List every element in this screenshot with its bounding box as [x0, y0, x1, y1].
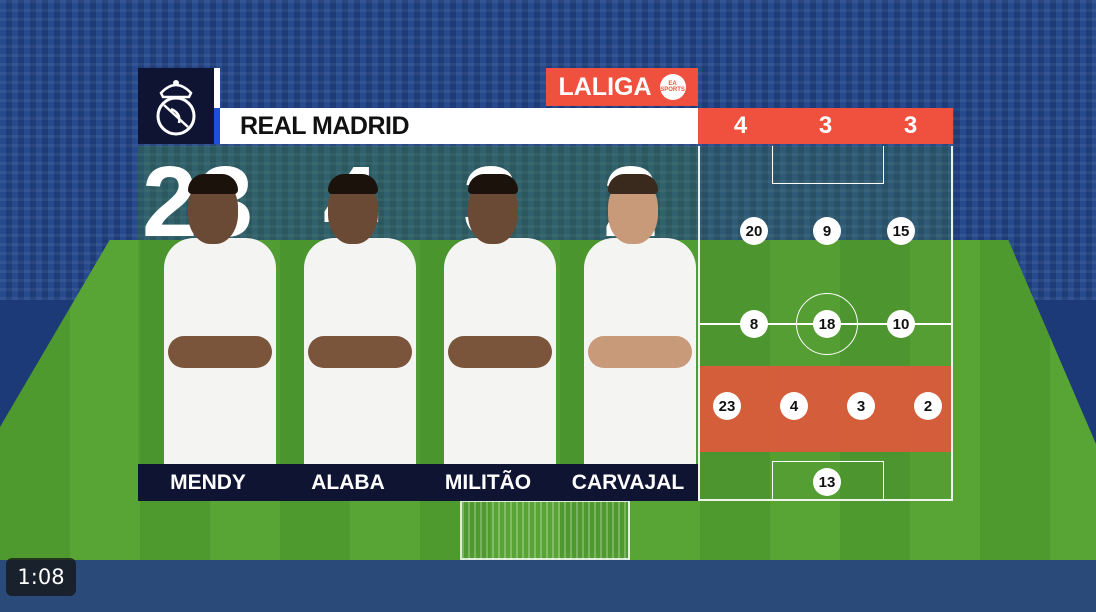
player-arms	[308, 336, 412, 368]
player-arms	[168, 336, 272, 368]
lineup-pitch: 20 9 15 8 18 10 23 4 3 2 13	[698, 146, 953, 501]
formation-defenders: 4	[733, 112, 748, 139]
player-card: 3	[418, 146, 558, 464]
team-name: REAL MADRID	[220, 108, 698, 144]
player-name: ALABA	[311, 471, 385, 494]
header-stripe-blue	[214, 108, 220, 144]
ea-sports-badge: EA SPORTS	[659, 74, 686, 100]
player-hair	[328, 174, 378, 194]
player-hair	[608, 174, 658, 194]
player-name: MENDY	[170, 471, 246, 494]
lineup-player: 23	[713, 392, 741, 420]
lineup-player: 10	[887, 310, 915, 338]
lineup-player: 18	[813, 310, 841, 338]
header-stripe	[214, 68, 220, 108]
player-card: 4	[278, 146, 418, 464]
lineup-player: 8	[740, 310, 768, 338]
player-name: CARVAJAL	[571, 471, 685, 494]
league-name: LALIGA	[558, 72, 652, 101]
penalty-box-bottom	[772, 461, 884, 499]
real-madrid-crest	[138, 68, 214, 144]
crest-icon	[156, 80, 196, 136]
player-panel: 23 4 3 2	[138, 146, 698, 464]
lineup-player: 4	[780, 392, 808, 420]
goal-net	[460, 500, 630, 560]
player-arms	[448, 336, 552, 368]
player-hair	[468, 174, 518, 194]
lineup-player: 3	[847, 392, 875, 420]
laliga-logo: LALIGA EA SPORTS	[546, 68, 698, 106]
player-arms	[588, 336, 692, 368]
penalty-box-top	[772, 146, 884, 184]
player-names: MENDY ALABA MILITÃO CARVAJAL	[138, 464, 698, 501]
player-card: 23	[138, 146, 278, 464]
lineup-player: 15	[887, 217, 915, 245]
formation-forwards: 3	[903, 112, 918, 139]
lineup-player: 20	[740, 217, 768, 245]
player-hair	[188, 174, 238, 194]
formation-midfielders: 3	[818, 112, 833, 139]
stadium-stands	[0, 0, 1096, 300]
video-timestamp: 1:08	[6, 558, 76, 596]
center-circle	[796, 293, 858, 355]
player-name: MILITÃO	[444, 471, 532, 494]
lineup-player: 2	[914, 392, 942, 420]
player-card: 2	[558, 146, 698, 464]
defenders-highlight	[700, 366, 951, 452]
lineup-goalkeeper: 13	[813, 468, 841, 496]
formation: 4 3 3	[698, 108, 953, 144]
pitch-side	[0, 560, 1096, 612]
lineup-player: 9	[813, 217, 841, 245]
